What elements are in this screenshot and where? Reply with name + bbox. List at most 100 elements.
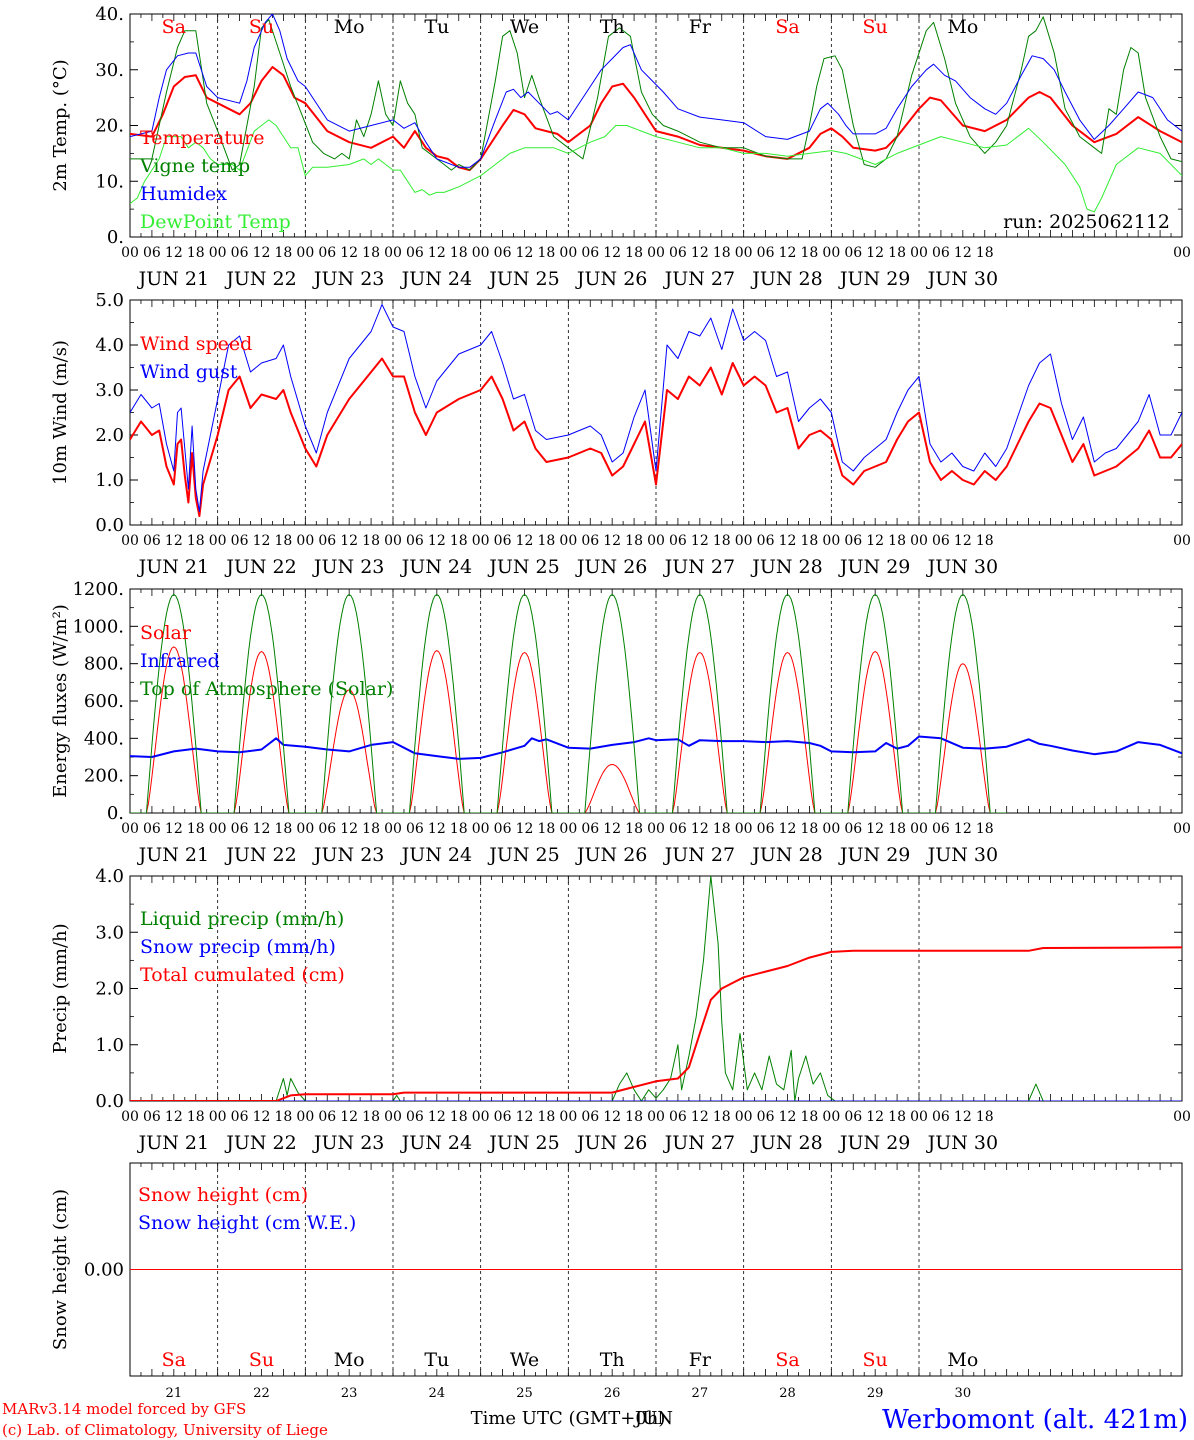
y-tick-label: 1000. [72, 616, 124, 637]
legend-entry: Total cumulated (cm) [140, 964, 345, 986]
hour-label: 06 [231, 533, 249, 549]
hour-label: 18 [888, 245, 906, 261]
plot-frame [129, 588, 1183, 814]
hour-label: 00 [910, 533, 928, 549]
hour-label: 06 [406, 245, 424, 261]
legend-entry: DewPoint Temp [140, 211, 291, 233]
hour-label: 06 [669, 1109, 687, 1125]
hour-label: 00 [822, 533, 840, 549]
hour-label: 12 [165, 533, 183, 549]
hour-label: 00 [121, 1109, 139, 1125]
hour-label: 12 [165, 245, 183, 261]
footer: MARv3.14 model forced by GFS (c) Lab. of… [2, 1400, 1188, 1439]
hour-label: 00 [384, 533, 402, 549]
hour-label: 18 [275, 245, 293, 261]
hour-label: 00 [647, 1109, 665, 1125]
hour-label: 00 [472, 821, 490, 837]
date-label: JUN 27 [663, 844, 735, 866]
y-tick-label: 4.0 [95, 335, 124, 356]
hour-label: 06 [406, 1109, 424, 1125]
hour-label: 12 [340, 245, 358, 261]
series-liquid-precip-mm-h [130, 876, 1182, 1101]
series-total-cumulated-cm [130, 946, 1182, 1101]
hour-label: 18 [976, 533, 994, 549]
plot-frame [129, 13, 1183, 238]
date-label: JUN 24 [400, 268, 472, 290]
hour-label: 06 [581, 533, 599, 549]
hour-label: 00 [822, 821, 840, 837]
date-label: JUN 24 [400, 1132, 472, 1154]
date-label: JUN 28 [750, 1132, 822, 1154]
date-label: JUN 28 [750, 556, 822, 578]
hour-label: 06 [757, 821, 775, 837]
panel-precip: 0.0 1.0 2.0 3.0 4.0 Precip (mm/h) Liquid preci… [50, 866, 1191, 1154]
hour-label: 06 [231, 1109, 249, 1125]
hour-label: 00 [735, 821, 753, 837]
hour-label: 18 [888, 533, 906, 549]
hour-label: 18 [625, 821, 643, 837]
hour-label: 12 [779, 533, 797, 549]
hour-label: 06 [494, 1109, 512, 1125]
hour-label: 00 [559, 1109, 577, 1125]
hour-label: 12 [779, 821, 797, 837]
hour-label: 12 [253, 245, 271, 261]
weekday-label: Su [249, 16, 274, 38]
date-label: JUN 22 [224, 268, 296, 290]
y-axis-label: Precip (mm/h) [50, 923, 71, 1053]
hour-label: 06 [494, 245, 512, 261]
y-tick-label: 0.0 [95, 1091, 124, 1112]
hour-label: 00 [121, 821, 139, 837]
hour-label: 18 [888, 1109, 906, 1125]
hour-label: 12 [603, 533, 621, 549]
hour-label: 00 [1173, 821, 1191, 837]
hour-label: 00 [910, 821, 928, 837]
y-tick-label: 1200. [72, 579, 124, 600]
hour-label: 00 [822, 245, 840, 261]
legend-entry: Humidex [140, 183, 227, 205]
date-label: JUN 28 [750, 268, 822, 290]
hour-label: 06 [318, 1109, 336, 1125]
hour-label: 00 [910, 245, 928, 261]
hour-label: 06 [494, 821, 512, 837]
y-tick-label: 20. [95, 116, 124, 137]
date-label: JUN 27 [663, 556, 735, 578]
date-label: JUN 23 [312, 1132, 384, 1154]
hour-label: 06 [844, 245, 862, 261]
hour-label: 12 [516, 1109, 534, 1125]
date-label: JUN 30 [926, 844, 998, 866]
hour-label: 00 [384, 1109, 402, 1125]
legend-entry: Vigne temp [139, 155, 250, 177]
hour-label: 12 [428, 1109, 446, 1125]
series-temperature [130, 66, 1182, 172]
y-tick-label: 0.0 [95, 515, 124, 536]
hour-label: 00 [735, 1109, 753, 1125]
weekday-label: Sa [162, 16, 186, 38]
hour-label: 00 [209, 533, 227, 549]
weekday-label: Mo [334, 16, 365, 38]
hour-label: 12 [866, 1109, 884, 1125]
hour-label: 00 [647, 821, 665, 837]
hour-label: 12 [165, 821, 183, 837]
weekday-label: We [510, 1349, 539, 1371]
hour-label: 00 [647, 533, 665, 549]
y-tick-label: 0. [107, 803, 124, 824]
hour-label: 12 [340, 1109, 358, 1125]
panel-wind: 0.0 1.0 2.0 3.0 4.0 5.0 10m Wind (m/s) Wind spe… [50, 290, 1191, 578]
weekday-label: Fr [689, 16, 712, 38]
weekday-label: Sa [775, 16, 799, 38]
hour-label: 12 [691, 245, 709, 261]
panel-temperature: 0. 10. 20. 30. 40. 2m Temp. (°C) Temperature Vi… [50, 4, 1191, 290]
hour-label: 00 [1173, 245, 1191, 261]
date-label: JUN 30 [926, 1132, 998, 1154]
y-tick-label: 3.0 [95, 922, 124, 943]
hour-label: 12 [428, 821, 446, 837]
date-label: JUN 29 [838, 1132, 910, 1154]
y-tick-label: 200. [84, 766, 124, 787]
weekday-label: Th [600, 16, 625, 38]
weekday-label: We [510, 16, 539, 38]
hour-label: 18 [275, 1109, 293, 1125]
hour-label: 12 [954, 533, 972, 549]
date-label: JUN 22 [224, 1132, 296, 1154]
hour-label: 00 [559, 533, 577, 549]
hour-label: 18 [713, 533, 731, 549]
